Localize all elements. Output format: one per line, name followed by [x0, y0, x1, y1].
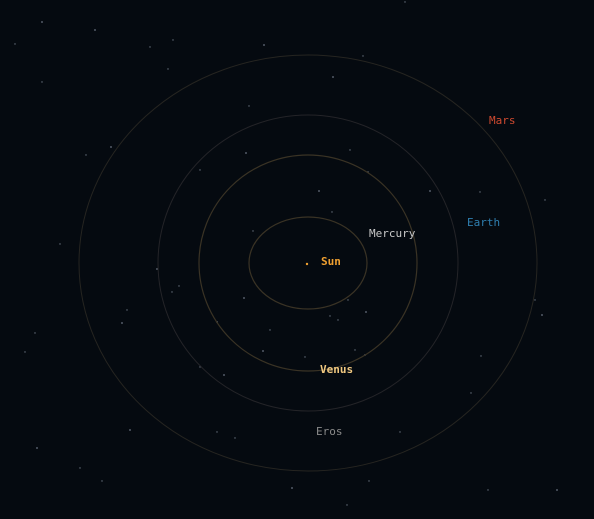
star-dot — [59, 243, 61, 245]
star-dot — [110, 146, 112, 148]
sun-marker[interactable] — [305, 262, 309, 266]
star-dot — [234, 437, 236, 439]
star-dot — [126, 309, 128, 311]
star-dot — [470, 392, 472, 394]
star-dot — [94, 29, 96, 31]
star-dot — [248, 105, 250, 107]
earth-orbit — [157, 114, 459, 412]
star-dot — [245, 152, 247, 154]
star-dot — [129, 429, 131, 431]
star-dot — [41, 21, 43, 23]
star-dot — [318, 190, 320, 192]
star-dot — [216, 431, 218, 433]
star-dot — [349, 149, 351, 151]
star-dot — [337, 319, 339, 321]
star-dot — [541, 314, 543, 316]
star-dot — [85, 154, 87, 156]
star-dot — [347, 299, 349, 301]
star-dot — [223, 374, 225, 376]
star-dot — [121, 322, 123, 324]
star-dot — [269, 329, 271, 331]
star-dot — [368, 480, 370, 482]
starfield — [14, 1, 558, 506]
star-dot — [171, 291, 173, 293]
star-dot — [429, 190, 431, 192]
star-dot — [329, 315, 331, 317]
star-dot — [149, 46, 151, 48]
star-dot — [24, 351, 26, 353]
star-dot — [304, 356, 306, 358]
star-dot — [332, 76, 334, 78]
star-dot — [544, 199, 546, 201]
star-dot — [480, 355, 482, 357]
star-dot — [252, 230, 254, 232]
star-dot — [167, 68, 169, 70]
star-dot — [41, 81, 43, 83]
sun-label[interactable]: Sun — [321, 255, 341, 268]
mars-orbit — [78, 54, 538, 472]
star-dot — [291, 487, 293, 489]
star-dot — [101, 480, 103, 482]
star-dot — [365, 311, 367, 313]
earth-label[interactable]: Earth — [467, 216, 501, 229]
star-dot — [534, 299, 536, 301]
star-dot — [263, 44, 265, 46]
star-dot — [178, 285, 180, 287]
eros-label[interactable]: Eros — [316, 425, 343, 438]
star-dot — [79, 467, 81, 469]
star-dot — [243, 297, 245, 299]
venus-orbit — [198, 154, 418, 372]
star-dot — [262, 350, 264, 352]
star-dot — [172, 39, 174, 41]
star-dot — [362, 55, 364, 57]
star-dot — [479, 191, 481, 193]
star-dot — [487, 489, 489, 491]
star-dot — [34, 332, 36, 334]
star-dot — [556, 489, 558, 491]
star-dot — [14, 43, 16, 45]
star-dot — [346, 504, 348, 506]
star-dot — [199, 169, 201, 171]
mars-label[interactable]: Mars — [489, 114, 516, 127]
star-dot — [354, 349, 356, 351]
star-dot — [399, 431, 401, 433]
star-dot — [36, 447, 38, 449]
venus-label[interactable]: Venus — [320, 363, 354, 376]
star-dot — [404, 1, 406, 3]
mercury-label[interactable]: Mercury — [369, 227, 416, 240]
mercury-orbit — [248, 216, 368, 310]
star-dot — [331, 211, 333, 213]
star-dot — [156, 268, 158, 270]
